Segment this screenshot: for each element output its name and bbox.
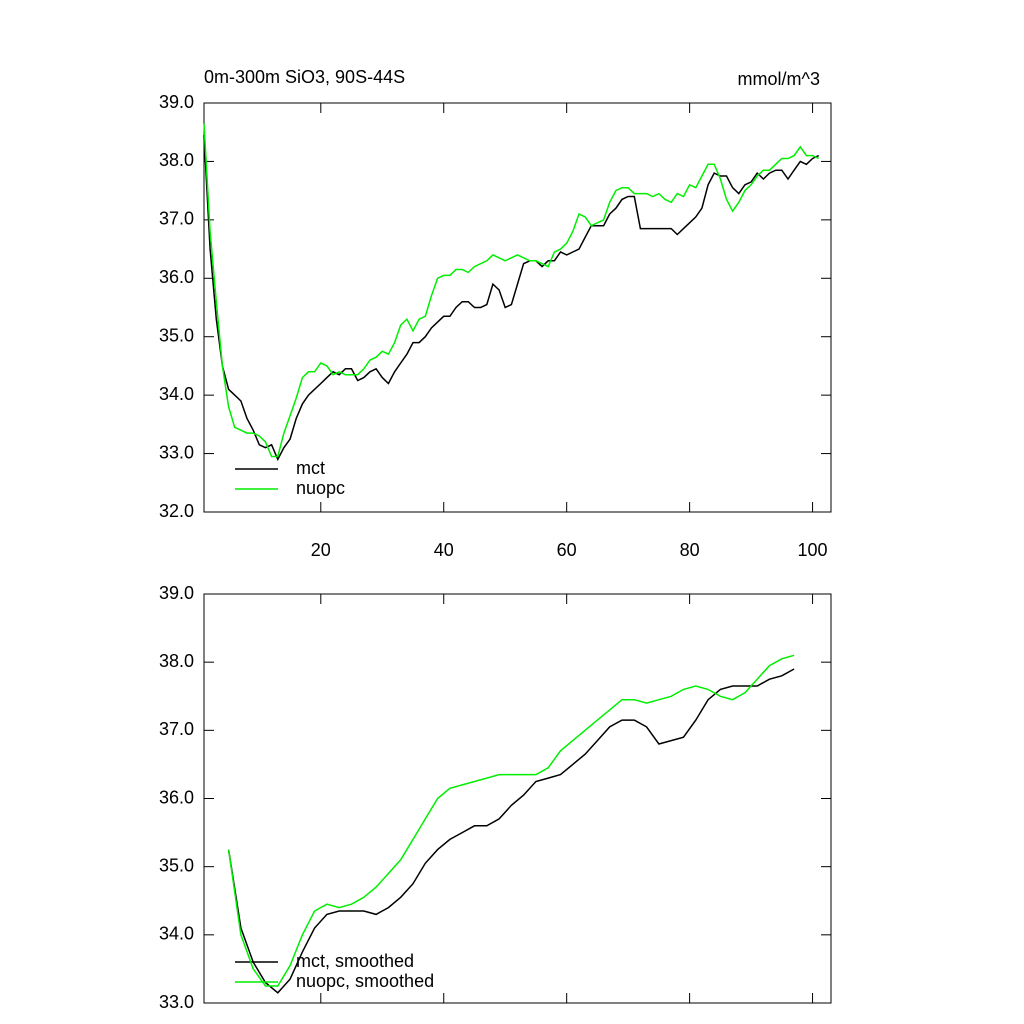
legend-label: mct: [296, 458, 325, 478]
x-tick-label: 80: [680, 540, 700, 560]
y-tick-label: 39.0: [159, 583, 194, 603]
legend-label: nuopc: [296, 478, 345, 498]
legend-label: nuopc, smoothed: [296, 971, 434, 991]
series-line: [227, 654, 795, 987]
y-tick-label: 33.0: [159, 992, 194, 1012]
y-tick-label: 32.0: [159, 501, 194, 521]
chart-title: 0m-300m SiO3, 90S-44S: [204, 67, 405, 87]
plot-frame: [203, 593, 832, 1004]
plot-frame: [203, 102, 832, 513]
y-tick-label: 34.0: [159, 924, 194, 944]
units-label: mmol/m^3: [738, 69, 820, 89]
y-tick-label: 37.0: [159, 719, 194, 739]
y-tick-label: 35.0: [159, 855, 194, 875]
y-tick-label: 35.0: [159, 325, 194, 345]
y-tick-label: 33.0: [159, 442, 194, 462]
x-tick-label: 60: [557, 540, 577, 560]
y-tick-label: 37.0: [159, 209, 194, 229]
y-tick-label: 39.0: [159, 92, 194, 112]
series-line: [203, 123, 820, 458]
y-tick-label: 38.0: [159, 150, 194, 170]
series-line: [227, 668, 795, 994]
series-line: [203, 135, 820, 462]
x-tick-label: 40: [434, 540, 454, 560]
legend-label: mct, smoothed: [296, 951, 414, 971]
y-tick-label: 36.0: [159, 787, 194, 807]
y-tick-label: 34.0: [159, 384, 194, 404]
x-tick-label: 20: [311, 540, 331, 560]
y-tick-label: 38.0: [159, 651, 194, 671]
x-tick-label: 100: [798, 540, 828, 560]
y-tick-label: 36.0: [159, 267, 194, 287]
